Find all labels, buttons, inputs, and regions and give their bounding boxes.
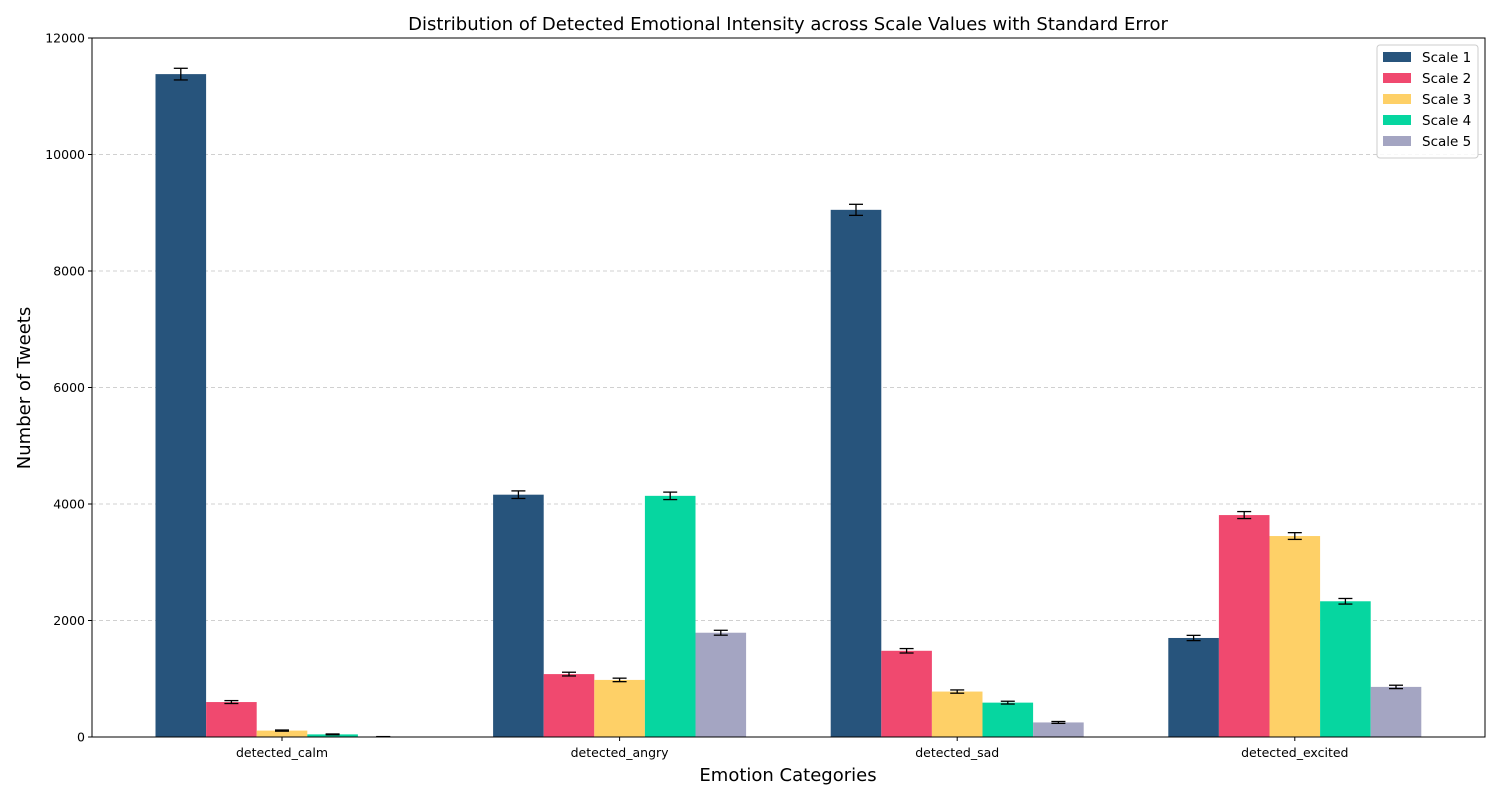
x-tick-label: detected_angry <box>571 745 670 760</box>
x-axis-label: Emotion Categories <box>699 765 876 786</box>
legend-label: Scale 2 <box>1422 71 1471 87</box>
legend-item: Scale 3 <box>1383 92 1471 108</box>
error-bar <box>950 689 965 694</box>
legend-label: Scale 1 <box>1422 50 1471 66</box>
x-tick-label: detected_calm <box>236 745 328 760</box>
bar <box>1269 536 1321 737</box>
legend-label: Scale 3 <box>1422 92 1471 108</box>
bar <box>695 632 747 737</box>
error-bar <box>612 677 627 683</box>
bar <box>206 702 257 737</box>
x-tick-label: detected_excited <box>1241 745 1348 760</box>
y-tick-label: 10000 <box>45 147 85 162</box>
bar <box>594 679 645 737</box>
legend-swatch <box>1383 94 1411 104</box>
bar <box>1320 601 1371 737</box>
bar <box>881 650 932 737</box>
error-bar <box>1338 597 1353 605</box>
legend-label: Scale 4 <box>1422 113 1471 129</box>
error-bar <box>899 647 914 654</box>
legend-swatch <box>1383 52 1411 62</box>
bar <box>256 730 308 737</box>
error-bar <box>1287 532 1302 541</box>
bar <box>1218 515 1270 737</box>
bar <box>1370 686 1422 737</box>
error-bar <box>275 729 289 732</box>
error-bar <box>1389 684 1403 690</box>
bar <box>1033 722 1084 737</box>
x-tick-label: detected_sad <box>915 745 999 760</box>
error-bar <box>511 490 526 500</box>
legend-item: Scale 1 <box>1383 50 1471 66</box>
bar <box>155 74 207 738</box>
bar <box>307 734 358 737</box>
y-axis-label: Number of Tweets <box>14 307 35 469</box>
bar <box>1168 637 1219 737</box>
error-bar <box>713 629 728 636</box>
chart-title: Distribution of Detected Emotional Inten… <box>408 14 1168 35</box>
x-axis: detected_calm detected_angry detected_sad d… <box>236 737 1348 760</box>
legend-label: Scale 5 <box>1422 134 1471 150</box>
error-bar <box>849 203 863 217</box>
legend-swatch <box>1383 73 1411 83</box>
y-axis: 0 2000 4000 6000 8000 10000 12000 <box>45 31 92 745</box>
error-bar <box>1237 510 1252 520</box>
y-tick-label: 12000 <box>45 31 85 46</box>
error-bar <box>663 491 678 501</box>
y-tick-label: 6000 <box>53 380 85 395</box>
y-tick-label: 8000 <box>53 264 85 279</box>
legend-item: Scale 5 <box>1383 134 1471 150</box>
y-tick-label: 2000 <box>53 613 85 628</box>
y-tick-label: 0 <box>77 730 85 745</box>
error-bar <box>224 699 239 705</box>
legend: Scale 1 Scale 2 Scale 3 Scale 4 Scale 5 <box>1376 44 1479 159</box>
bar <box>543 674 595 737</box>
legend-swatch <box>1383 115 1411 125</box>
bars <box>155 74 1422 738</box>
legend-swatch <box>1383 136 1411 146</box>
bar <box>493 494 544 737</box>
error-bar <box>173 67 188 81</box>
bar <box>931 691 983 737</box>
error-bar <box>562 671 576 677</box>
error-bar <box>1000 700 1015 705</box>
error-bar <box>1186 634 1201 642</box>
error-bar <box>1051 720 1066 725</box>
bar <box>830 209 882 737</box>
legend-item: Scale 4 <box>1383 113 1471 129</box>
bar <box>644 495 696 737</box>
bar <box>982 702 1034 737</box>
error-bar <box>325 733 340 736</box>
error-bars <box>173 67 1403 738</box>
y-tick-label: 4000 <box>53 497 85 512</box>
legend-item: Scale 2 <box>1383 71 1471 87</box>
